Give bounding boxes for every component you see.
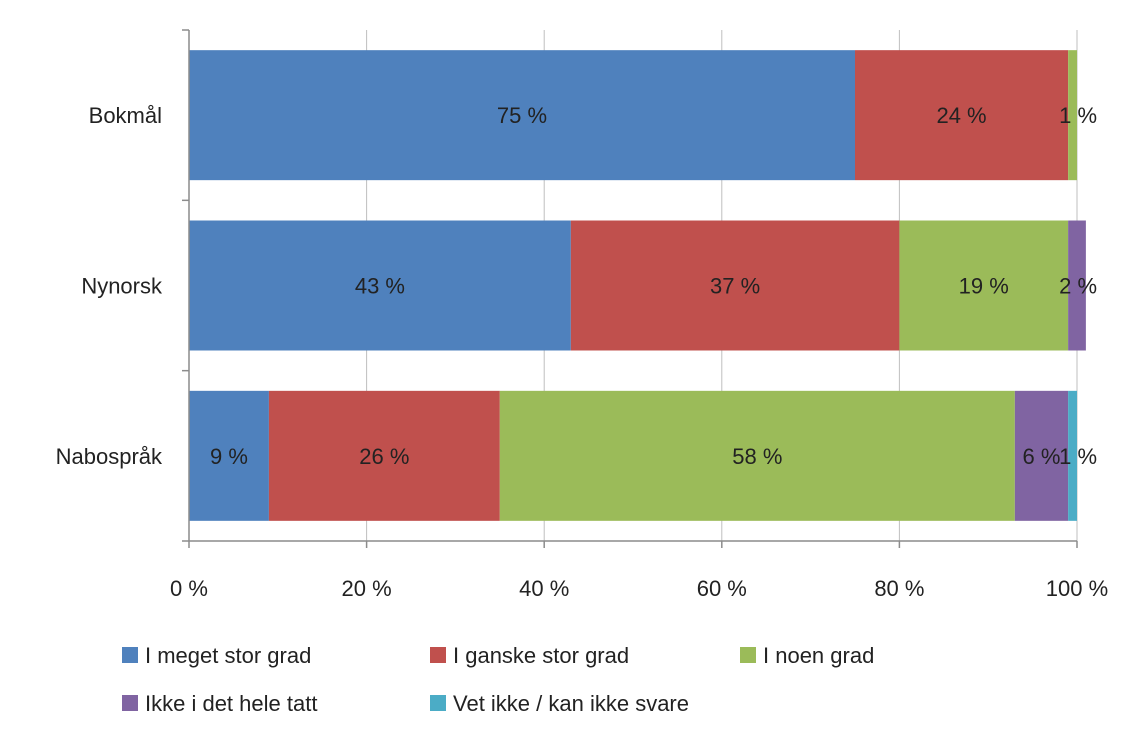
legend-label-2: I noen grad [763,643,874,668]
category-label-1: Nynorsk [81,274,163,299]
axes: Bokmål Nynorsk Nabospråk 0 % 20 % 40 % 60 % 80 … [56,29,1108,601]
legend-swatch-4 [430,695,446,711]
data-label-1-1: 37 % [710,274,760,299]
data-label-2-3: 6 % [1023,444,1061,469]
data-label-0-0: 75 % [497,103,547,128]
legend-swatch-0 [122,647,138,663]
bar-2-2 [499,390,1015,521]
data-label-2-1: 26 % [359,444,409,469]
data-label-2-4: 1 % [1059,444,1097,469]
data-label-1-2: 19 % [959,274,1009,299]
data-label-2-2: 58 % [732,444,782,469]
bar-1-3 [1068,220,1086,351]
data-label-1-3: 2 % [1059,274,1097,299]
category-label-0: Bokmål [89,103,162,128]
data-labels: 75 % 24 % 1 % 43 % 37 % 19 % 2 % 9 % 26 % 58 % 6 %… [210,103,1097,469]
bar-2-4 [1068,390,1077,521]
bars [189,50,1086,521]
x-tick-label-40: 40 % [519,576,569,601]
legend-label-4: Vet ikke / kan ikke svare [453,691,689,716]
legend-label-0: I meget stor grad [145,643,311,668]
x-tick-label-80: 80 % [874,576,924,601]
legend: I meget stor grad I ganske stor grad I noe… [122,643,874,716]
bar-2-1 [268,390,500,521]
bar-2-3 [1014,390,1069,521]
bar-2-0 [189,390,269,521]
bar-0-0 [189,50,855,181]
legend-label-3: Ikke i det hele tatt [145,691,317,716]
legend-swatch-1 [430,647,446,663]
bar-0-1 [855,50,1069,181]
data-label-0-1: 24 % [936,103,986,128]
data-label-1-0: 43 % [355,274,405,299]
legend-swatch-2 [740,647,756,663]
x-tick-label-20: 20 % [342,576,392,601]
bar-1-2 [899,220,1069,351]
bar-0-2 [1068,50,1077,181]
legend-swatch-3 [122,695,138,711]
legend-label-1: I ganske stor grad [453,643,629,668]
category-label-2: Nabospråk [56,444,163,469]
data-label-0-2: 1 % [1059,103,1097,128]
x-tick-label-0: 0 % [170,576,208,601]
data-label-2-0: 9 % [210,444,248,469]
bar-1-0 [189,220,571,351]
bar-1-1 [570,220,900,351]
x-tick-label-100: 100 % [1046,576,1108,601]
x-tick-label-60: 60 % [697,576,747,601]
